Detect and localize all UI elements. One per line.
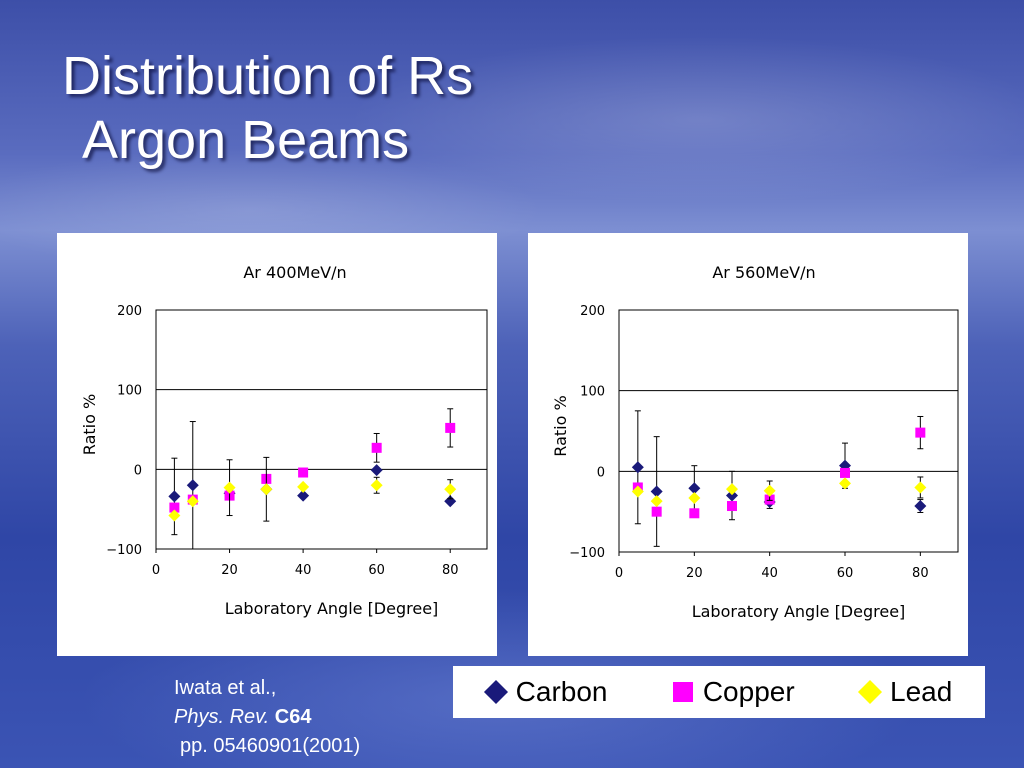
chart-400-svg: Ar 400MeV/n −100 0 100 200 0 20 40 60 80 Laborator…: [80, 263, 488, 618]
plot-frame: [155, 309, 488, 550]
data-point-copper: [915, 427, 926, 438]
data-point-lead: [168, 509, 181, 522]
citation-journal: Phys. Rev.: [174, 706, 270, 728]
data-point-copper: [445, 422, 456, 433]
y-tick-label: 0: [597, 465, 605, 480]
diamond-marker-icon: [483, 679, 508, 705]
data-point-copper: [727, 501, 737, 512]
data-point-lead: [223, 481, 236, 494]
x-tick-label: 20: [221, 563, 238, 578]
chart-title: Ar 400MeV/n: [243, 263, 346, 282]
citation: Iwata et al., Phys. Rev. C64 pp. 0546090…: [174, 674, 360, 761]
data-point-carbon: [631, 461, 644, 474]
data-point-carbon: [650, 485, 663, 498]
legend-label-carbon: Carbon: [515, 676, 608, 707]
data-point-carbon: [297, 489, 310, 502]
data-point-copper: [651, 506, 662, 517]
x-axis-label: Laboratory Angle [Degree]: [692, 602, 906, 621]
y-tick-label: 0: [134, 463, 142, 478]
data-point-lead: [650, 495, 663, 508]
data-point-copper: [169, 502, 180, 513]
chart-panel-400: Ar 400MeV/n −100 0 100 200 0 20 40 60 80 Laborator…: [57, 233, 497, 656]
y-tick-label: 100: [580, 385, 605, 400]
data-point-copper: [840, 467, 850, 478]
data-point-lead: [914, 481, 927, 494]
data-point-carbon: [186, 479, 199, 492]
plot-frame: [618, 309, 959, 553]
legend: Carbon Copper Lead: [453, 666, 985, 718]
chart-panel-560: Ar 560MeV/n −100 0 100 200 0 20 40 60 80 Laborator…: [528, 233, 968, 656]
y-axis-label: Ratio %: [80, 394, 99, 455]
legend-label-copper: Copper: [702, 676, 795, 707]
slide-title-line2: Argon Beams: [82, 110, 410, 170]
x-axis-label: Laboratory Angle [Degree]: [225, 599, 439, 618]
legend-label-lead: Lead: [890, 676, 953, 707]
data-point-carbon: [444, 495, 457, 508]
chart-560-svg: Ar 560MeV/n −100 0 100 200 0 20 40 60 80 Laborator…: [551, 263, 959, 621]
y-tick-label: 100: [117, 384, 142, 399]
x-tick-label: 80: [912, 566, 929, 581]
y-tick-label: −100: [569, 546, 605, 561]
data-point-copper: [371, 442, 382, 453]
data-point-carbon: [168, 490, 181, 503]
citation-journal-line: Phys. Rev. C64: [174, 703, 360, 732]
x-tick-label: 0: [615, 566, 623, 581]
data-point-carbon: [726, 489, 738, 502]
x-tick-label: 60: [837, 566, 854, 581]
citation-pages: pp. 05460901(2001): [180, 735, 361, 757]
data-point-lead: [839, 477, 851, 490]
data-point-copper: [298, 467, 309, 478]
x-tick-label: 20: [686, 566, 703, 581]
y-axis-label: Ratio %: [551, 395, 570, 456]
data-point-lead: [763, 484, 776, 497]
data-point-lead: [444, 483, 457, 496]
citation-authors: Iwata et al.,: [174, 677, 277, 699]
legend-item-copper: Copper: [672, 676, 795, 708]
data-point-copper: [689, 508, 700, 519]
slide-title: Distribution of Rs Argon Beams: [62, 44, 473, 172]
y-tick-label: −100: [106, 543, 142, 558]
x-tick-label: 80: [442, 563, 459, 578]
x-tick-label: 60: [368, 563, 385, 578]
x-tick-label: 40: [761, 566, 778, 581]
legend-item-lead: Lead: [857, 676, 953, 708]
square-marker-icon: [672, 682, 693, 702]
data-point-lead: [631, 485, 644, 498]
x-tick-label: 40: [295, 563, 312, 578]
slide-title-line1: Distribution of Rs: [62, 46, 474, 106]
data-point-lead: [688, 491, 701, 504]
data-point-lead: [186, 495, 199, 508]
data-point-carbon: [688, 482, 701, 495]
data-point-lead: [297, 480, 310, 493]
data-point-lead: [726, 483, 738, 496]
citation-volume: C64: [274, 706, 312, 728]
y-tick-label: 200: [117, 304, 142, 319]
legend-item-carbon: Carbon: [483, 676, 608, 708]
data-point-carbon: [370, 464, 383, 477]
diamond-marker-icon: [857, 679, 883, 705]
data-point-carbon: [914, 500, 927, 513]
chart-title: Ar 560MeV/n: [712, 263, 815, 282]
x-tick-label: 0: [152, 563, 160, 578]
y-tick-label: 200: [580, 304, 605, 319]
data-point-lead: [260, 483, 273, 496]
data-point-lead: [370, 479, 383, 492]
